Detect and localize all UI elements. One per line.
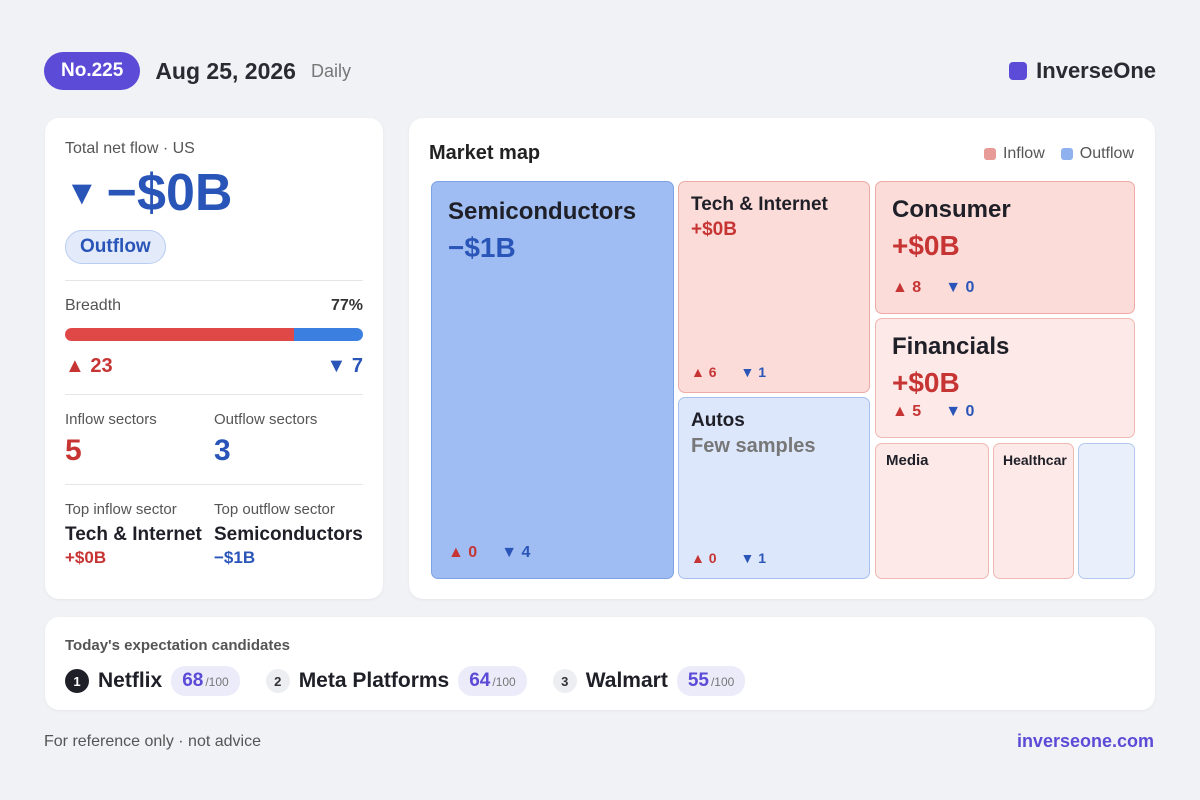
- tile-media[interactable]: Media: [875, 443, 989, 579]
- top-outflow-value: −$1B: [214, 548, 256, 567]
- candidates-list: 1 Netflix 68 /100 2 Meta Platforms 64 /1…: [65, 666, 1135, 696]
- candidate-item[interactable]: 3 Walmart 55 /100: [552, 666, 746, 696]
- top-inflow-name: Tech & Internet: [65, 524, 202, 545]
- divider: [65, 484, 363, 485]
- net-flow-amount: −$0B: [106, 164, 233, 222]
- breadth-bar-outflow: [294, 328, 363, 341]
- breadth-percent: 77%: [330, 297, 363, 314]
- report-period: Daily: [310, 60, 351, 81]
- candidate-item[interactable]: 1 Netflix 68 /100: [65, 666, 240, 696]
- tile-consumer[interactable]: Consumer +$0B ▲ 8 ▼ 0: [875, 181, 1135, 314]
- outflow-swatch-icon: [1060, 148, 1073, 160]
- flow-direction-badge: Outflow: [65, 230, 166, 264]
- tile-financials[interactable]: Financials +$0B ▲ 5 ▼ 0: [875, 318, 1135, 438]
- candidate-item[interactable]: 2 Meta Platforms 64 /100: [265, 666, 527, 696]
- net-flow-value: ▼ −$0B: [65, 162, 363, 224]
- tile-tech-internet[interactable]: Tech & Internet +$0B ▲ 6 ▼ 1: [678, 181, 870, 393]
- brand-name: InverseOne: [1036, 58, 1156, 83]
- top-outflow-label: Top outflow sector: [214, 501, 335, 518]
- inflow-sectors: Inflow sectors 5: [65, 411, 214, 468]
- inflow-sectors-label: Inflow sectors: [65, 411, 157, 428]
- top-inflow-label: Top inflow sector: [65, 501, 177, 518]
- outflow-sectors-label: Outflow sectors: [214, 411, 318, 428]
- rank-badge: 3: [552, 669, 577, 693]
- disclaimer: For reference only · not advice: [44, 733, 261, 750]
- candidates-card: Today's expectation candidates 1 Netflix…: [45, 617, 1155, 710]
- legend-outflow: Outflow: [1060, 145, 1134, 163]
- net-flow-summary-card: Total net flow · US ▼ −$0B Outflow Bread…: [45, 118, 383, 599]
- tile-healthcare[interactable]: Healthcar: [993, 443, 1074, 579]
- outflow-sectors-count: 3: [214, 434, 231, 467]
- candidates-title: Today's expectation candidates: [65, 637, 291, 654]
- decliners-count: ▼ 7: [326, 355, 363, 377]
- divider: [65, 280, 363, 281]
- tile-unlabeled[interactable]: [1078, 443, 1135, 579]
- candidate-name: Netflix: [98, 669, 163, 692]
- issue-number-badge: No.225: [44, 52, 141, 90]
- sector-counts: Inflow sectors 5 Outflow sectors 3: [65, 411, 363, 468]
- breadth-counts: ▲ 23 ▼ 7: [65, 355, 363, 378]
- market-map-card: Market map Inflow Outflow Semiconductors…: [409, 118, 1155, 599]
- rank-badge: 1: [65, 669, 89, 693]
- report-date: Aug 25, 2026: [155, 57, 296, 84]
- candidate-name: Meta Platforms: [298, 669, 450, 692]
- site-link[interactable]: inverseone.com: [1016, 731, 1154, 751]
- inflow-sectors-count: 5: [65, 434, 82, 467]
- net-flow-label: Total net flow · US: [65, 140, 195, 157]
- top-outflow-sector: Top outflow sector Semiconductors −$1B: [214, 501, 363, 568]
- tile-semiconductors[interactable]: Semiconductors −$1B ▲ 0 ▼ 4: [431, 181, 674, 579]
- top-inflow-value: +$0B: [65, 548, 107, 567]
- candidate-score: 64 /100: [458, 666, 527, 696]
- brand-logo-icon: [1009, 62, 1028, 80]
- divider: [65, 394, 363, 395]
- breadth-row: Breadth 77%: [65, 297, 363, 315]
- top-outflow-name: Semiconductors: [214, 524, 363, 545]
- rank-badge: 2: [265, 669, 290, 693]
- market-map-title: Market map: [429, 142, 541, 164]
- triangle-down-icon: ▼: [326, 355, 347, 377]
- triangle-up-icon: ▲: [65, 355, 85, 377]
- breadth-label: Breadth: [65, 297, 122, 314]
- top-inflow-sector: Top inflow sector Tech & Internet +$0B: [65, 501, 214, 568]
- advancers-count: ▲ 23: [65, 355, 113, 377]
- breadth-bar-inflow: [65, 328, 295, 341]
- top-sectors: Top inflow sector Tech & Internet +$0B T…: [65, 501, 363, 568]
- market-map-legend: Inflow Outflow: [968, 145, 1134, 163]
- candidate-score: 68 /100: [171, 666, 240, 696]
- candidate-name: Walmart: [585, 669, 668, 692]
- outflow-sectors: Outflow sectors 3: [214, 411, 363, 468]
- breadth-bar: [65, 328, 363, 341]
- tile-autos[interactable]: Autos Few samples ▲ 0 ▼ 1: [678, 397, 870, 579]
- brand[interactable]: InverseOne: [1009, 58, 1156, 84]
- legend-inflow: Inflow: [983, 145, 1045, 163]
- candidate-score: 55 /100: [676, 666, 746, 696]
- triangle-down-icon: ▼: [65, 173, 99, 212]
- header: No.225 Aug 25, 2026 Daily InverseOne: [44, 51, 1156, 91]
- inflow-swatch-icon: [983, 148, 996, 160]
